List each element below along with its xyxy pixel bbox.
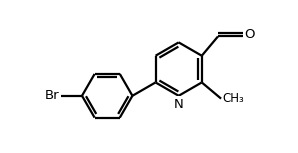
Text: N: N (174, 98, 184, 111)
Text: Br: Br (45, 89, 60, 102)
Text: CH₃: CH₃ (223, 92, 244, 105)
Text: O: O (245, 28, 255, 41)
